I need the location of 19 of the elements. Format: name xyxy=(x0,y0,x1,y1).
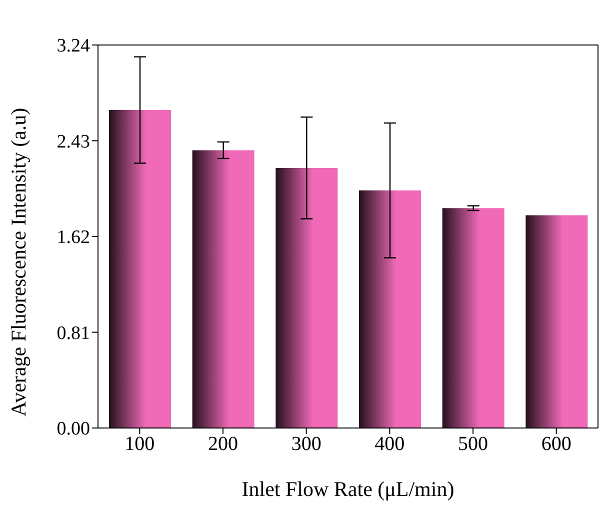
y-tick-label: 0.00 xyxy=(56,418,90,440)
bar xyxy=(442,208,504,428)
y-tick-label: 0.81 xyxy=(56,322,90,344)
x-tick-label: 300 xyxy=(291,433,322,456)
x-tick-label: 100 xyxy=(124,433,155,456)
x-tick-label: 600 xyxy=(541,433,572,456)
bar xyxy=(192,150,254,428)
bar xyxy=(276,168,338,428)
x-axis-title: Inlet Flow Rate (μL/min) xyxy=(242,477,454,501)
bar xyxy=(109,110,171,428)
bar xyxy=(359,190,421,428)
bar xyxy=(526,215,588,428)
x-tick-label: 200 xyxy=(208,433,238,456)
y-axis-title: Average Fluorescence Intensity (a.u) xyxy=(6,108,30,416)
x-tick-label: 500 xyxy=(458,433,488,456)
y-tick-label: 2.43 xyxy=(56,131,90,152)
y-tick-label: 1.62 xyxy=(56,227,90,248)
x-tick-label: 400 xyxy=(374,433,405,456)
y-tick-label: 3.24 xyxy=(56,36,90,57)
